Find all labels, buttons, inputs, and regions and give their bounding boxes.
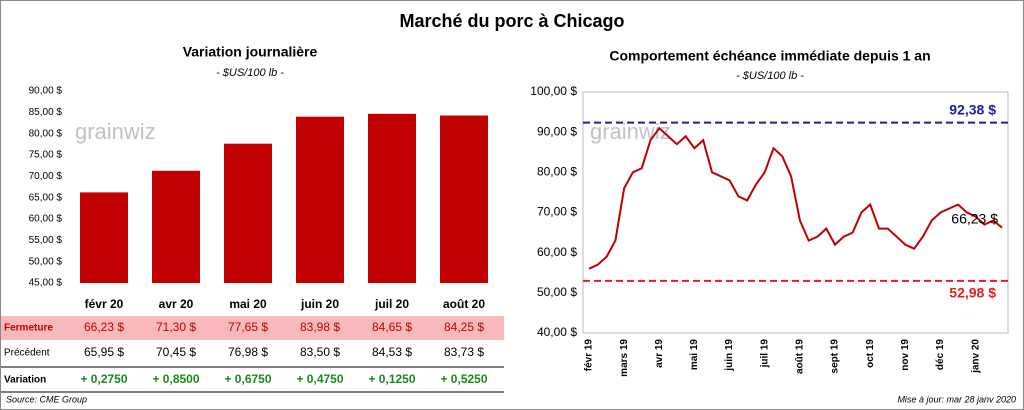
row-label: Fermeture	[4, 323, 53, 334]
x-tick-label: mars 19	[619, 339, 630, 377]
x-tick-label: août 20	[443, 297, 485, 311]
x-tick-label: avr 20	[159, 297, 194, 311]
table-cell: 66,23 $	[84, 320, 124, 334]
table-cell: 84,53 $	[372, 345, 412, 359]
table-cell: 84,65 $	[372, 320, 412, 334]
table-cell: + 0,1250	[368, 372, 415, 386]
y-tick-label: 60,00 $	[537, 245, 577, 259]
table-cell: 76,98 $	[228, 345, 268, 359]
row-label: Variation	[4, 375, 46, 386]
x-tick-label: janv 20	[970, 339, 981, 374]
table-cell: 83,98 $	[300, 320, 340, 334]
x-tick-label: nov 19	[900, 339, 911, 371]
y-tick-label: 70,00 $	[537, 205, 577, 219]
bar	[80, 192, 128, 283]
bar	[296, 116, 344, 283]
right-title: Comportement échéance immédiate depuis 1…	[609, 48, 930, 64]
x-tick-label: mai 20	[229, 297, 267, 311]
x-tick-label: févr 20	[85, 297, 124, 311]
x-tick-label: juin 19	[724, 339, 735, 372]
x-tick-label: juin 20	[300, 297, 339, 311]
x-tick-label: févr 19	[584, 339, 595, 372]
bar	[368, 113, 416, 284]
y-tick-label: 60,00 $	[29, 214, 63, 225]
table-cell: + 0,2750	[80, 372, 127, 386]
x-tick-label: juil 20	[374, 297, 409, 311]
y-tick-label: 50,00 $	[29, 256, 63, 267]
y-tick-label: 50,00 $	[537, 285, 577, 299]
bar	[440, 115, 488, 284]
bar	[224, 143, 272, 283]
table-cell: 83,73 $	[444, 345, 484, 359]
x-tick-label: juil 19	[759, 339, 770, 369]
page-title: Marché du porc à Chicago	[399, 11, 624, 31]
x-tick-label: sept 19	[830, 339, 841, 374]
x-tick-label: août 19	[795, 339, 806, 374]
y-tick-label: 65,00 $	[29, 192, 63, 203]
y-tick-label: 90,00 $	[29, 86, 63, 97]
table-cell: + 0,6750	[224, 372, 271, 386]
y-tick-label: 55,00 $	[29, 235, 63, 246]
y-tick-label: 80,00 $	[537, 165, 577, 179]
table-cell: 65,95 $	[84, 345, 124, 359]
y-tick-label: 85,00 $	[29, 107, 63, 118]
x-tick-label: déc 19	[935, 339, 946, 371]
table-cell: 83,50 $	[300, 345, 340, 359]
left-title: Variation journalière	[183, 44, 318, 60]
table-cell: + 0,8500	[152, 372, 199, 386]
table-cell: 84,25 $	[444, 320, 484, 334]
y-tick-label: 45,00 $	[29, 278, 63, 289]
table-cell: 71,30 $	[156, 320, 196, 334]
table-cell: 77,65 $	[228, 320, 268, 334]
x-tick-label: avr 19	[654, 339, 665, 368]
reference-label: 52,98 $	[949, 285, 996, 301]
table-highlight	[1, 316, 504, 340]
table-cell: + 0,4750	[296, 372, 343, 386]
watermark: grainwiz	[75, 119, 156, 144]
table-cell: 70,45 $	[156, 345, 196, 359]
reference-label: 92,38 $	[949, 101, 996, 117]
right-subtitle: - $US/100 lb -	[736, 70, 804, 82]
x-tick-label: oct 19	[865, 339, 876, 368]
source: Source: CME Group	[6, 394, 87, 404]
y-tick-label: 90,00 $	[537, 124, 577, 138]
y-tick-label: 70,00 $	[29, 171, 63, 182]
y-tick-label: 75,00 $	[29, 150, 63, 161]
y-tick-label: 40,00 $	[537, 325, 577, 339]
y-tick-label: 100,00 $	[530, 84, 577, 98]
last-value-label: 66,23 $	[951, 210, 998, 226]
plot-border	[582, 91, 1009, 334]
y-tick-label: 80,00 $	[29, 128, 63, 139]
row-label: Précédent	[4, 348, 50, 359]
price-line	[588, 126, 1003, 270]
table-cell: + 0,5250	[440, 372, 487, 386]
bar	[152, 170, 200, 283]
updated: Mise à jour: mar 28 janv 2020	[897, 394, 1016, 404]
left-subtitle: - $US/100 lb -	[216, 67, 284, 79]
x-tick-label: mai 19	[689, 339, 700, 371]
